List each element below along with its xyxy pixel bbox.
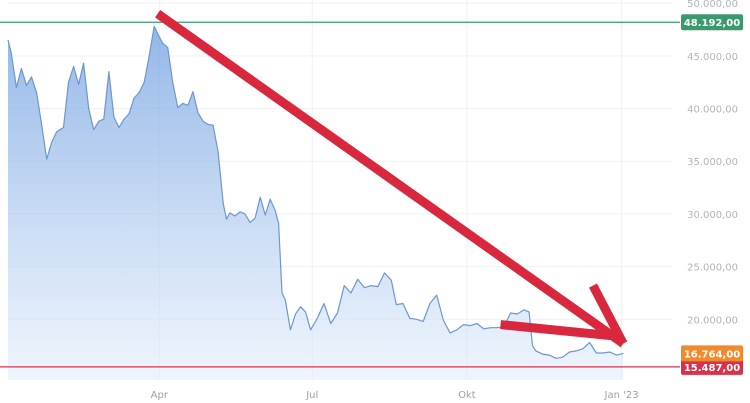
value-badges: 48.192,00 15.487,00 16.764,00 — [681, 14, 743, 375]
reference-badge — [681, 14, 743, 31]
annotation-arrow — [155, 10, 626, 348]
y-tick-label: 50.000,00 — [687, 0, 738, 10]
reference-badge-label: 48.192,00 — [684, 18, 740, 29]
last-value-badge — [681, 345, 743, 362]
x-tick-label: Jan '23 — [604, 390, 639, 401]
y-tick-label: 20.000,00 — [687, 315, 738, 326]
price-area — [7, 25, 624, 381]
x-tick-label: Apr — [151, 390, 169, 401]
y-tick-label: 40.000,00 — [687, 105, 738, 116]
annotation-arrow — [589, 283, 628, 346]
y-tick-label: 35.000,00 — [687, 157, 738, 168]
last-value-label: 16.764,00 — [684, 349, 740, 360]
x-axis-ticks: Apr Jul Okt Jan '23 — [151, 390, 639, 401]
x-tick-label: Okt — [458, 390, 476, 401]
y-axis-ticks: 50.000,00 45.000,00 40.000,00 35.000,00 30.0… — [687, 0, 738, 326]
reference-lines — [0, 21, 680, 368]
reference-badge — [681, 358, 743, 375]
annotation-arrow — [500, 320, 617, 341]
x-tick-label: Jul — [305, 390, 318, 401]
reference-badge-label: 15.487,00 — [684, 363, 740, 374]
y-tick-label: 25.000,00 — [687, 263, 738, 274]
price-area-fill — [8, 26, 624, 381]
y-tick-label: 30.000,00 — [687, 210, 738, 221]
annotation-arrows — [155, 10, 628, 348]
price-line — [7, 25, 624, 359]
y-tick-label: 45.000,00 — [687, 52, 738, 63]
